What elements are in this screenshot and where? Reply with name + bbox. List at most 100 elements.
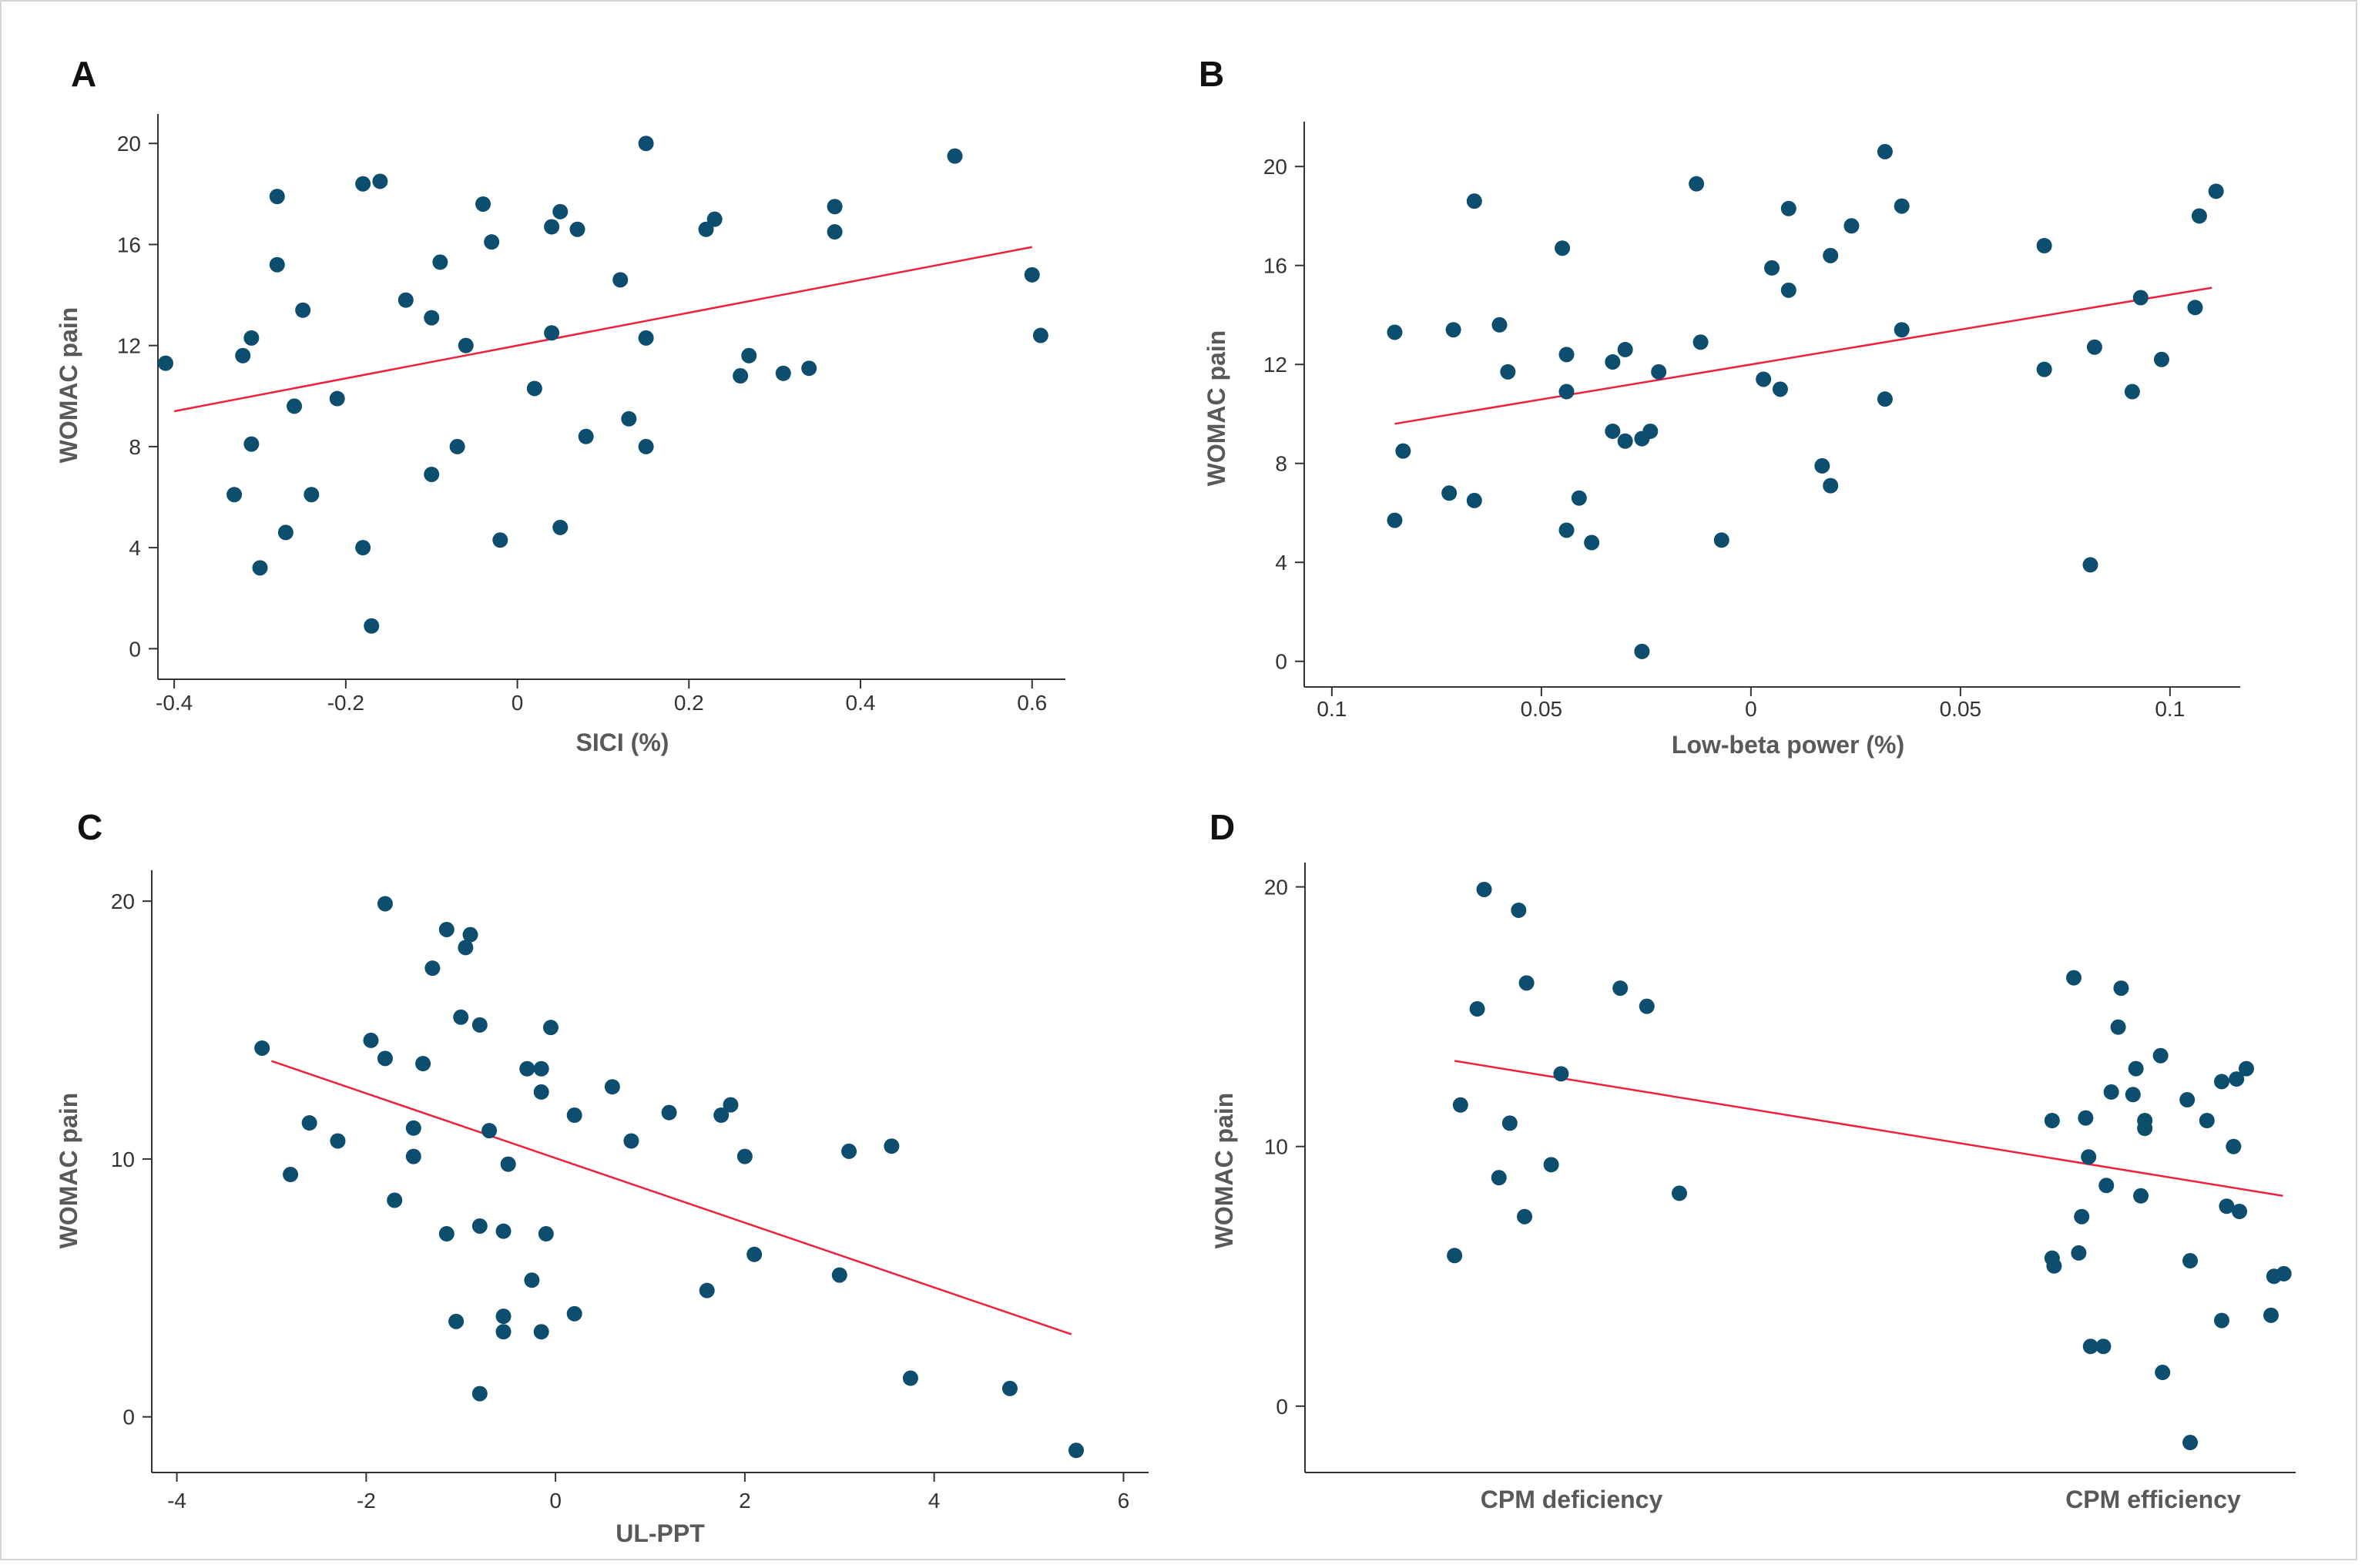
data-point — [526, 380, 542, 397]
x-axis-title: Low-beta power (%) — [1672, 731, 1904, 759]
data-point — [1877, 143, 1893, 159]
data-point — [519, 1060, 535, 1077]
data-point — [1558, 522, 1575, 538]
data-point — [458, 337, 474, 353]
data-point — [566, 1305, 582, 1322]
data-point — [2182, 1253, 2199, 1269]
data-point — [623, 1133, 639, 1149]
data-point — [1814, 457, 1830, 474]
data-point — [2263, 1307, 2279, 1323]
data-point — [638, 438, 654, 454]
data-point — [1605, 423, 1621, 439]
data-point — [1823, 477, 1839, 494]
y-axis-title: WOMAC pain — [1203, 330, 1230, 487]
data-point — [424, 310, 440, 326]
data-point — [295, 302, 311, 318]
data-point — [1491, 317, 1508, 333]
data-point — [566, 1107, 582, 1124]
data-point — [372, 173, 388, 189]
data-point — [1639, 998, 1655, 1014]
x-tick-label: -0.2 — [327, 691, 364, 715]
data-point — [533, 1060, 549, 1077]
panel-letter: B — [1199, 54, 1224, 94]
x-tick-label: 2 — [739, 1489, 751, 1513]
data-point — [1555, 240, 1571, 256]
data-point — [2214, 1312, 2229, 1328]
regression-line — [1394, 286, 2212, 425]
data-point — [1447, 1248, 1463, 1264]
data-point — [1756, 371, 1772, 387]
x-tick-label: 0.05 — [1521, 697, 1563, 721]
data-point — [2078, 1110, 2094, 1126]
x-tick-label: 0 — [549, 1489, 562, 1513]
x-axis-title: SICI (%) — [576, 729, 669, 756]
data-point — [827, 199, 843, 215]
data-point — [1713, 532, 1729, 548]
data-point — [405, 1148, 421, 1164]
panel-a: A 0 4 8 12 16 20 -0.4 -0.2 0 0.2 0.4 0.6 SICI (%) WOMA… — [55, 54, 1065, 756]
data-point — [1068, 1442, 1084, 1459]
data-point — [902, 1370, 918, 1386]
data-point — [424, 466, 440, 482]
panel-b: B 0 4 8 12 16 20 0.1 0.05 0 0.05 0.1 Low-beta power … — [1199, 54, 2240, 759]
y-tick-label: 20 — [111, 890, 135, 913]
data-point — [638, 330, 654, 346]
data-point — [841, 1143, 857, 1159]
data-point — [552, 519, 569, 535]
data-point — [947, 148, 963, 164]
data-point — [533, 1324, 549, 1340]
data-point — [1692, 334, 1709, 350]
data-point — [355, 540, 371, 556]
data-point — [1441, 485, 1458, 501]
x-tick-label: -4 — [167, 1489, 186, 1513]
data-point — [746, 1246, 763, 1262]
data-point — [1543, 1157, 1559, 1173]
data-point — [1605, 353, 1621, 370]
data-point — [827, 224, 843, 240]
data-point — [2082, 557, 2098, 573]
regression-line — [1454, 1060, 2283, 1198]
data-point — [1032, 327, 1048, 343]
x-tick-label: -0.4 — [156, 691, 193, 715]
data-point — [1843, 218, 1860, 234]
x-tick-label: 0.4 — [846, 691, 876, 715]
data-point — [1387, 512, 1403, 528]
panel-letter: C — [77, 807, 102, 847]
data-point — [2229, 1071, 2245, 1087]
panel-letter: D — [1209, 807, 1235, 847]
data-point — [2046, 1258, 2062, 1274]
data-point — [713, 1107, 730, 1124]
data-point — [2095, 1338, 2112, 1355]
data-point — [2113, 980, 2129, 997]
data-point — [578, 428, 594, 444]
data-point — [604, 1079, 620, 1095]
data-point — [1452, 1097, 1468, 1113]
data-point — [1689, 176, 1705, 192]
y-axis-title: WOMAC pain — [1210, 1093, 1238, 1249]
data-point — [1823, 247, 1839, 263]
data-point — [304, 487, 320, 503]
y-tick-label: 8 — [129, 435, 141, 459]
data-point — [1617, 341, 1633, 357]
data-point — [1558, 384, 1575, 400]
data-point — [1500, 364, 1516, 380]
data-point — [158, 355, 173, 371]
x-tick-label: 0 — [1745, 697, 1757, 721]
data-point — [542, 1020, 559, 1036]
data-point — [2199, 1113, 2215, 1129]
data-point — [2098, 1178, 2115, 1194]
data-point — [252, 560, 268, 576]
data-point — [538, 1226, 554, 1242]
data-point — [287, 398, 303, 414]
data-point — [1501, 1115, 1518, 1131]
data-point — [329, 390, 345, 407]
data-point — [1612, 980, 1629, 997]
data-point — [2239, 1060, 2254, 1077]
data-point — [2208, 183, 2224, 199]
data-point — [277, 524, 294, 541]
data-point — [2124, 384, 2140, 400]
data-point — [552, 203, 569, 219]
data-point — [569, 221, 585, 237]
data-point — [432, 254, 448, 270]
